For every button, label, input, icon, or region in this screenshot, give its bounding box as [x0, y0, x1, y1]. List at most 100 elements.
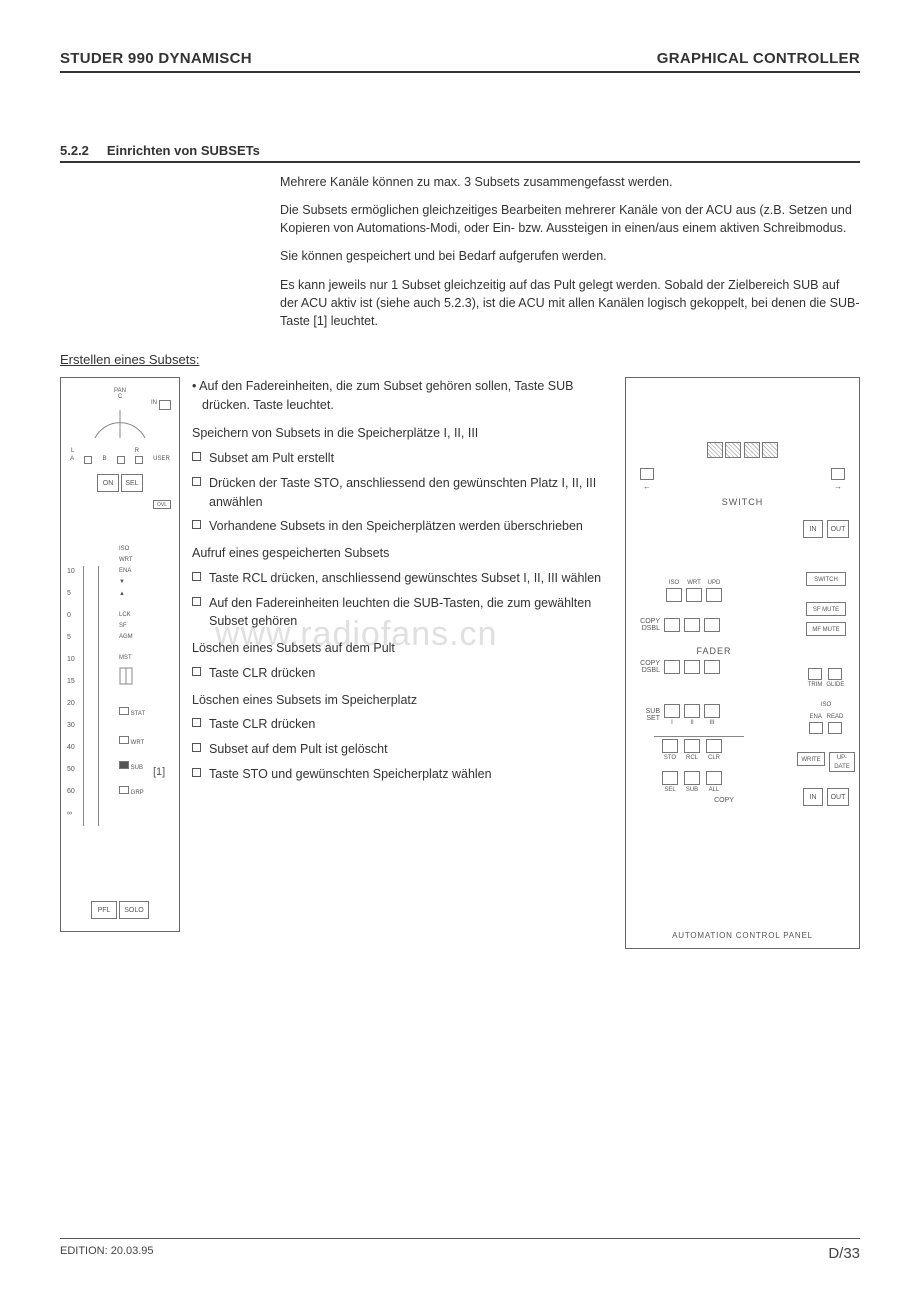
update-button: UP-DATE	[829, 752, 855, 772]
iso-lbl: ISO	[669, 580, 679, 586]
scale-11: ∞	[67, 810, 75, 832]
section-name: Einrichten von SUBSETs	[107, 143, 260, 158]
recall-1: Taste RCL drücken, anschliessend gewünsc…	[209, 569, 601, 588]
rl-wrt: WRT	[119, 557, 145, 564]
cd-box3	[704, 618, 720, 632]
cd2-box2	[684, 660, 700, 674]
pfl-button: PFL	[91, 901, 117, 919]
page-header: STUDER 990 DYNAMISCH GRAPHICAL CONTROLLE…	[60, 50, 860, 73]
sfmute-button: SF MUTE	[806, 602, 846, 616]
grp-label: GRP	[131, 790, 144, 796]
copydsbl-label: COPY DSBL	[634, 618, 660, 632]
sub-box	[119, 761, 129, 769]
clear-pult-1: Taste CLR drücken	[209, 664, 315, 683]
solo-button: SOLO	[119, 901, 149, 919]
rl-lck: LCK	[119, 612, 145, 619]
hatch-key	[707, 442, 723, 458]
step-lead: Auf den Fadereinheiten, die zum Subset g…	[199, 379, 573, 412]
chk-icon	[192, 520, 201, 529]
store-2: Drücken der Taste STO, anschliessend den…	[209, 474, 613, 512]
arrow-right: →	[834, 482, 842, 491]
section-title: 5.2.2 Einrichten von SUBSETs	[60, 143, 860, 163]
clear-pult-title: Löschen eines Subsets auf dem Pult	[192, 639, 613, 658]
recall-2: Auf den Fadereinheiten leuchten die SUB-…	[209, 594, 613, 632]
fader-right-labels: ISO WRT ENA ▼ ▲ LCK SF AGM MST STAT WRT …	[119, 546, 145, 801]
section-number: 5.2.2	[60, 143, 89, 158]
create-subset-heading: Erstellen eines Subsets:	[60, 352, 860, 367]
recall-title: Aufruf eines gespeicherten Subsets	[192, 544, 613, 563]
chk-icon	[192, 743, 201, 752]
page-number: D/33	[828, 1245, 860, 1262]
page-footer: EDITION: 20.03.95 D/33	[60, 1238, 860, 1262]
trim-box	[808, 668, 822, 680]
write-button: WRITE	[797, 752, 825, 766]
switch-section: SWITCH	[632, 497, 853, 507]
copydsbl-label2: COPY DSBL	[634, 660, 660, 674]
arrow-left: ←	[643, 482, 651, 491]
wrt2-label: WRT	[131, 740, 145, 746]
arrow-right-box	[831, 468, 845, 480]
upd-lbl: UPD	[708, 580, 721, 586]
pan-b: B	[103, 456, 107, 464]
trim-label: TRIM	[808, 682, 823, 688]
clear-mem-3: Taste STO und gewünschten Speicherplatz …	[209, 765, 492, 784]
scale-1: 5	[67, 590, 75, 612]
cd-box2	[684, 618, 700, 632]
sub-lbl2: SUB	[686, 787, 698, 793]
pan-a: A	[70, 456, 74, 464]
scale-8: 40	[67, 744, 75, 766]
out-button: OUT	[827, 520, 849, 538]
sub-label: SUB	[131, 765, 143, 771]
iso-box	[666, 588, 682, 602]
hatch-key	[725, 442, 741, 458]
scale-6: 20	[67, 700, 75, 722]
rl-mst: MST	[119, 655, 145, 662]
cd2-box3	[704, 660, 720, 674]
chk-icon	[192, 667, 201, 676]
intro-p4: Es kann jeweils nur 1 Subset gleichzeiti…	[280, 276, 860, 330]
instructions: • Auf den Fadereinheiten, die zum Subset…	[192, 377, 613, 790]
stat-label: STAT	[131, 711, 145, 717]
pan-in-label: IN	[151, 400, 157, 406]
scale-7: 30	[67, 722, 75, 744]
read-box	[828, 722, 842, 734]
scale-0: 10	[67, 568, 75, 590]
scale-2: 0	[67, 612, 75, 634]
cd2-box1	[664, 660, 680, 674]
pan-l: L	[71, 448, 74, 454]
ss-i-lbl: I	[671, 720, 673, 726]
wrt2-box	[119, 736, 129, 744]
ena-label: ENA	[809, 714, 821, 720]
in2-button: IN	[803, 788, 823, 806]
glide-label: GLIDE	[826, 682, 844, 688]
store-1: Subset am Pult erstellt	[209, 449, 334, 468]
box-b	[117, 456, 125, 464]
ss-ii	[684, 704, 700, 718]
scale-4: 10	[67, 656, 75, 678]
intro-p1: Mehrere Kanäle können zu max. 3 Subsets …	[280, 173, 860, 191]
stat-box	[119, 707, 129, 715]
rcl-box	[684, 739, 700, 753]
switch-button: SWITCH	[806, 572, 846, 586]
sel-lbl: SEL	[664, 787, 675, 793]
ena-box	[809, 722, 823, 734]
ss-iii-lbl: III	[709, 720, 714, 726]
ss-iii	[704, 704, 720, 718]
glide-box	[828, 668, 842, 680]
pan-r: R	[135, 448, 139, 454]
on-button: ON	[97, 474, 119, 492]
scale-9: 50	[67, 766, 75, 788]
fader-section: FADER	[634, 646, 794, 656]
pan-c: C	[118, 394, 122, 400]
upd-box	[706, 588, 722, 602]
edition: EDITION: 20.03.95	[60, 1245, 154, 1262]
chk-icon	[192, 597, 201, 606]
chk-icon	[192, 718, 201, 727]
clr-box	[706, 739, 722, 753]
acu-footer: AUTOMATION CONTROL PANEL	[626, 931, 859, 940]
clear-mem-title: Löschen eines Subsets im Speicherplatz	[192, 691, 613, 710]
cd-box1	[664, 618, 680, 632]
ss-ii-lbl: II	[690, 720, 693, 726]
clear-mem-1: Taste CLR drücken	[209, 715, 315, 734]
scale-3: 5	[67, 634, 75, 656]
